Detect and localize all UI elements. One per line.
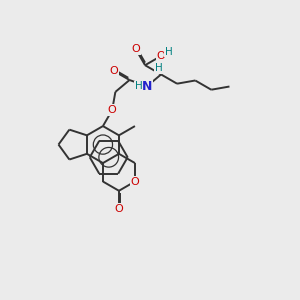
Text: O: O	[131, 44, 140, 54]
Text: O: O	[109, 66, 118, 76]
Text: N: N	[142, 80, 152, 93]
Text: H: H	[155, 63, 163, 73]
Text: H: H	[135, 81, 143, 91]
Text: O: O	[157, 51, 165, 61]
Text: O: O	[130, 176, 139, 187]
Text: H: H	[165, 47, 172, 57]
Text: O: O	[108, 105, 116, 115]
Text: O: O	[115, 204, 123, 214]
